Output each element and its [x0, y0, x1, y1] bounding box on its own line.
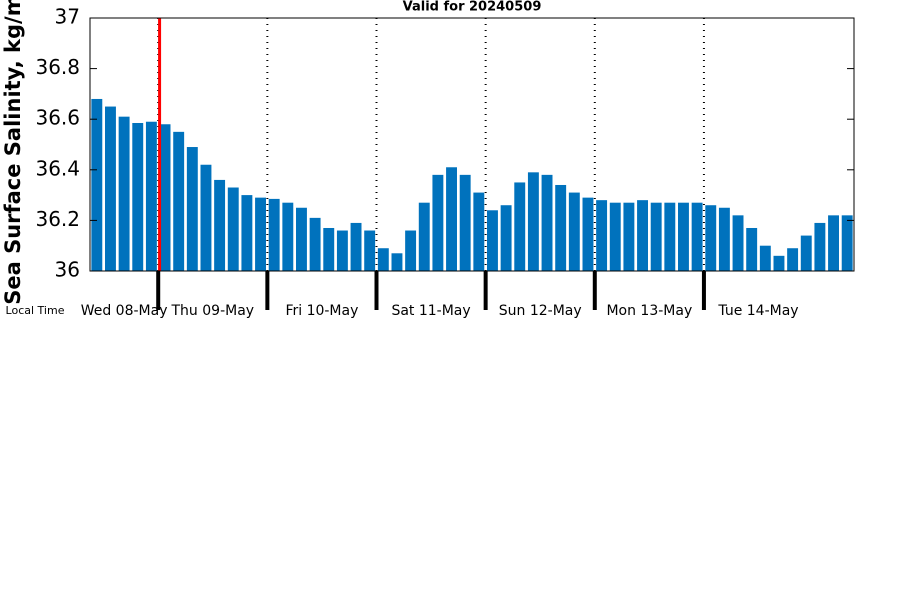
- bar: [664, 202, 676, 271]
- x-tick-label: Wed 08-May: [81, 303, 168, 319]
- bar: [718, 207, 730, 271]
- bar: [118, 116, 130, 271]
- bar: [132, 122, 144, 272]
- y-axis-label: Sea Surface Salinity, kg/m³: [1, 0, 25, 305]
- bar: [568, 192, 580, 271]
- bar: [377, 248, 389, 271]
- bar: [650, 202, 662, 271]
- bar: [200, 164, 212, 271]
- bar: [227, 187, 239, 271]
- bar: [145, 121, 157, 271]
- x-tick-label: Sun 12-May: [499, 303, 582, 319]
- x-tick-label: Tue 14-May: [717, 303, 798, 319]
- bar: [773, 255, 785, 271]
- plot-frame: [89, 17, 855, 272]
- bar: [596, 200, 608, 271]
- bar: [814, 222, 826, 271]
- bar: [828, 215, 839, 271]
- y-tick-label: 36.8: [35, 55, 80, 79]
- x-tick-label: Fri 10-May: [285, 303, 358, 319]
- bar: [800, 235, 812, 271]
- x-tick-label: Mon 13-May: [606, 303, 692, 319]
- chart-title: Valid for 20240509: [403, 0, 542, 15]
- bar: [705, 205, 717, 271]
- bar: [514, 182, 526, 271]
- bar: [255, 197, 266, 271]
- bar: [336, 230, 348, 271]
- y-tick-label: 37: [55, 5, 80, 29]
- y-tick-label: 36: [55, 258, 80, 282]
- bar: [432, 174, 444, 271]
- bar: [582, 197, 594, 271]
- bar: [173, 131, 185, 271]
- bar: [105, 106, 116, 271]
- bar: [787, 248, 799, 271]
- x-tick-label: Thu 09-May: [171, 303, 255, 319]
- bar: [473, 192, 485, 271]
- bar: [609, 202, 621, 271]
- bar: [91, 98, 103, 272]
- bar: [186, 147, 198, 271]
- bar: [241, 195, 253, 271]
- bar: [527, 172, 539, 271]
- bar: [309, 217, 321, 271]
- bar: [214, 179, 226, 271]
- bar: [691, 202, 703, 271]
- bar: [541, 174, 553, 271]
- bar: [296, 207, 307, 271]
- y-tick-label: 36.6: [35, 106, 80, 130]
- bar: [500, 205, 512, 271]
- bar: [759, 245, 771, 271]
- bar: [841, 215, 853, 271]
- bar: [282, 202, 294, 271]
- bar: [623, 202, 635, 271]
- bar: [159, 124, 171, 271]
- bar: [391, 253, 403, 271]
- x-tick-label: Sat 11-May: [391, 303, 470, 319]
- bar: [446, 167, 457, 271]
- bar: [459, 174, 471, 271]
- bar: [487, 210, 498, 271]
- y-tick-label: 36.4: [35, 156, 80, 180]
- bar: [418, 202, 430, 271]
- x-axis-label: Local Time: [6, 304, 65, 317]
- bar: [364, 230, 376, 271]
- bar: [268, 198, 280, 271]
- bar: [732, 215, 744, 271]
- bar: [405, 230, 417, 271]
- bar: [637, 200, 648, 271]
- bar: [678, 202, 689, 271]
- y-tick-label: 36.2: [35, 207, 80, 231]
- bar: [555, 184, 567, 271]
- bar: [350, 222, 362, 271]
- bar: [746, 227, 758, 271]
- bar: [323, 227, 335, 271]
